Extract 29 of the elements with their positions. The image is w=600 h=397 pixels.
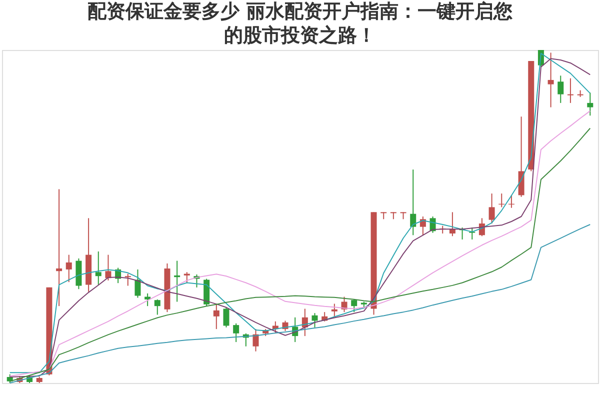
candlestick [312,312,318,328]
candlestick [174,260,180,302]
candlestick [105,254,112,281]
candlestick [341,296,348,313]
candlestick [331,303,338,317]
candlestick [252,328,259,352]
candlestick [420,216,426,236]
candlestick [548,52,554,108]
candlestick [223,306,230,328]
candlestick [154,298,160,316]
candlestick [449,212,456,237]
candlestick [134,268,141,298]
chart-title: 配资保证金要多少 丽水配资开户指南：一键开启您的股市投资之路！ [88,0,512,46]
candlestick [558,75,564,104]
candlestick [351,298,358,313]
candlestick [488,193,495,224]
candlestick [56,188,62,307]
candlestick [213,303,220,330]
candlestick [469,226,476,240]
candlestick [233,322,240,343]
candlestick [95,250,102,286]
candlestick [567,78,574,104]
candlestick [587,92,594,116]
candlestick [518,116,524,198]
candlestick [124,273,131,286]
candlestick [184,272,190,284]
candlestick [66,254,72,283]
candlestick [410,169,416,236]
candlestick [272,320,278,334]
